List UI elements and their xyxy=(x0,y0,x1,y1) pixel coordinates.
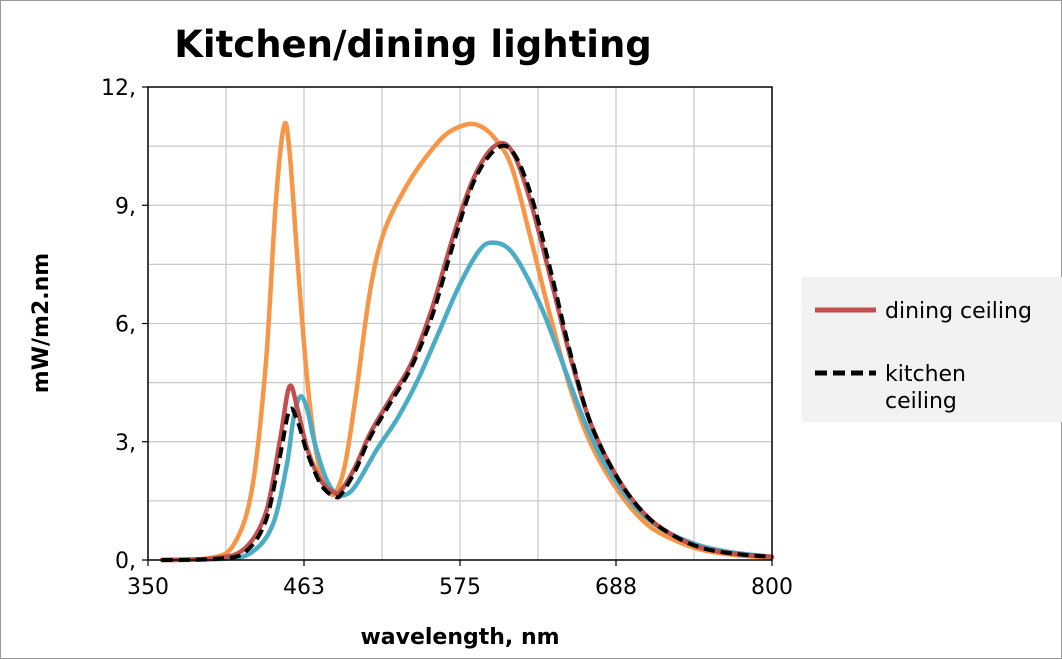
series-layer xyxy=(159,120,775,563)
series-blue-line xyxy=(159,240,775,563)
chart-title: Kitchen/dining lighting xyxy=(174,23,652,66)
legend-label: kitchen ceiling xyxy=(885,362,966,414)
y-axis-title: mW/m2.nm xyxy=(29,253,54,393)
x-axis-title: wavelength, nm xyxy=(360,625,559,650)
x-tick-label: 688 xyxy=(595,575,637,600)
legend-box xyxy=(802,277,1062,422)
y-tick-label: 6, xyxy=(115,313,136,338)
x-tick-label: 575 xyxy=(439,575,481,600)
grid-layer xyxy=(148,87,772,560)
x-tick-label: 463 xyxy=(283,575,325,600)
y-tick-labels: 0, 3, 6, 9, 12, xyxy=(101,76,148,574)
y-tick-label: 0, xyxy=(115,549,136,574)
y-tick-label: 9, xyxy=(115,194,136,219)
x-tick-label: 350 xyxy=(127,575,169,600)
y-tick-label: 3, xyxy=(115,431,136,456)
x-tick-labels: 350 463 575 688 800 xyxy=(127,560,793,600)
x-tick-label: 800 xyxy=(751,575,793,600)
series-kitchen-ceiling-line xyxy=(161,143,773,562)
series-orange-line xyxy=(159,120,775,563)
legend-label: dining ceiling xyxy=(885,299,1032,324)
y-tick-label: 12, xyxy=(101,76,136,101)
legend: dining ceiling kitchen ceiling xyxy=(815,299,1032,414)
